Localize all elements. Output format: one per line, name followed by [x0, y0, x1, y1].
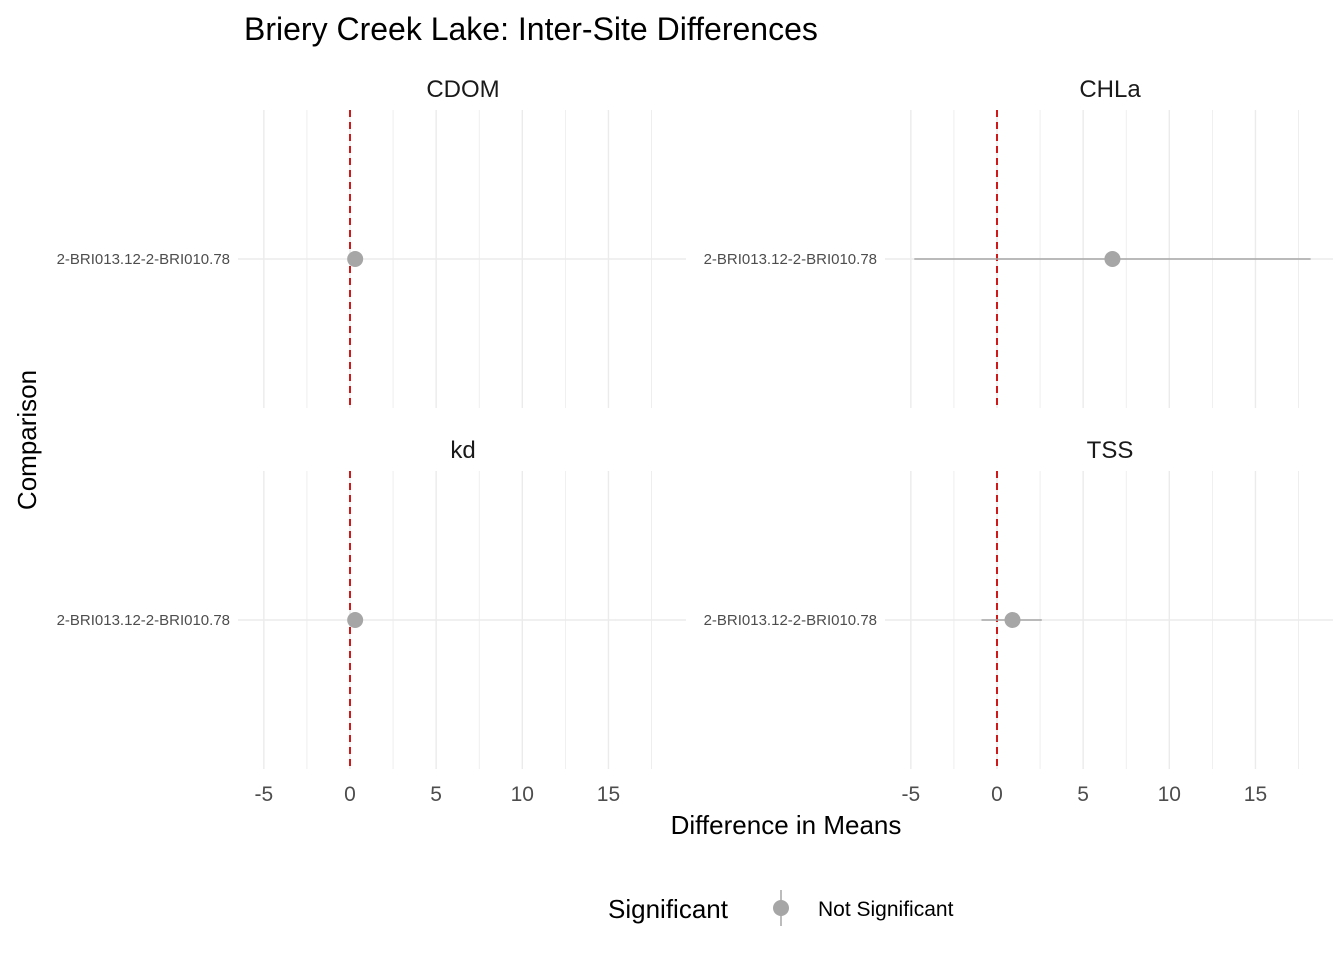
facet-panel-kd: kd 2-BRI013.12-2-BRI010.78	[57, 437, 686, 769]
x-tick-label: 10	[511, 783, 534, 806]
estimate-point-tss	[1004, 612, 1021, 628]
legend-label-not-significant: Not Significant	[818, 898, 954, 921]
estimate-point-kd	[347, 612, 364, 628]
facet-panel-cdom: CDOM 2-BRI013.12-2-BRI010.78	[57, 76, 686, 408]
legend-key-point	[773, 900, 789, 916]
x-tick-label: 15	[597, 783, 620, 806]
legend-title: Significant	[608, 894, 729, 924]
estimate-point-cdom	[347, 251, 364, 267]
x-axis-ticks-left: -5 0 5 10 15	[255, 783, 621, 806]
x-tick-label: -5	[255, 783, 274, 806]
y-tick-label-tss: 2-BRI013.12-2-BRI010.78	[704, 612, 877, 629]
x-tick-label: 10	[1158, 783, 1181, 806]
facet-label-tss: TSS	[1087, 437, 1134, 464]
y-axis-title: Comparison	[12, 370, 42, 510]
y-tick-label-cdom: 2-BRI013.12-2-BRI010.78	[57, 251, 230, 268]
facet-grid-cdom	[238, 110, 686, 408]
x-tick-label: 5	[1077, 783, 1089, 806]
y-tick-label-kd: 2-BRI013.12-2-BRI010.78	[57, 612, 230, 629]
x-tick-label: -5	[902, 783, 921, 806]
x-axis-title: Difference in Means	[671, 810, 902, 840]
x-tick-label: 0	[344, 783, 356, 806]
facet-panel-tss: TSS 2-BRI013.12-2-BRI010.78	[704, 437, 1333, 769]
facet-grid-tss	[885, 471, 1333, 769]
facet-label-kd: kd	[450, 437, 475, 464]
facet-label-chla: CHLa	[1079, 76, 1141, 103]
facet-label-cdom: CDOM	[426, 76, 499, 103]
x-tick-label: 5	[430, 783, 442, 806]
legend: Significant Not Significant	[608, 890, 954, 926]
facet-panel-chla: CHLa 2-BRI013.12-2-BRI010.78	[704, 76, 1333, 408]
x-tick-label: 0	[991, 783, 1003, 806]
x-tick-label: 15	[1244, 783, 1267, 806]
y-tick-label-chla: 2-BRI013.12-2-BRI010.78	[704, 251, 877, 268]
chart-title: Briery Creek Lake: Inter-Site Difference…	[244, 11, 818, 47]
facet-grid-kd	[238, 471, 686, 769]
estimate-point-chla	[1104, 251, 1121, 267]
x-axis-ticks-right: -5 0 5 10 15	[902, 783, 1268, 806]
